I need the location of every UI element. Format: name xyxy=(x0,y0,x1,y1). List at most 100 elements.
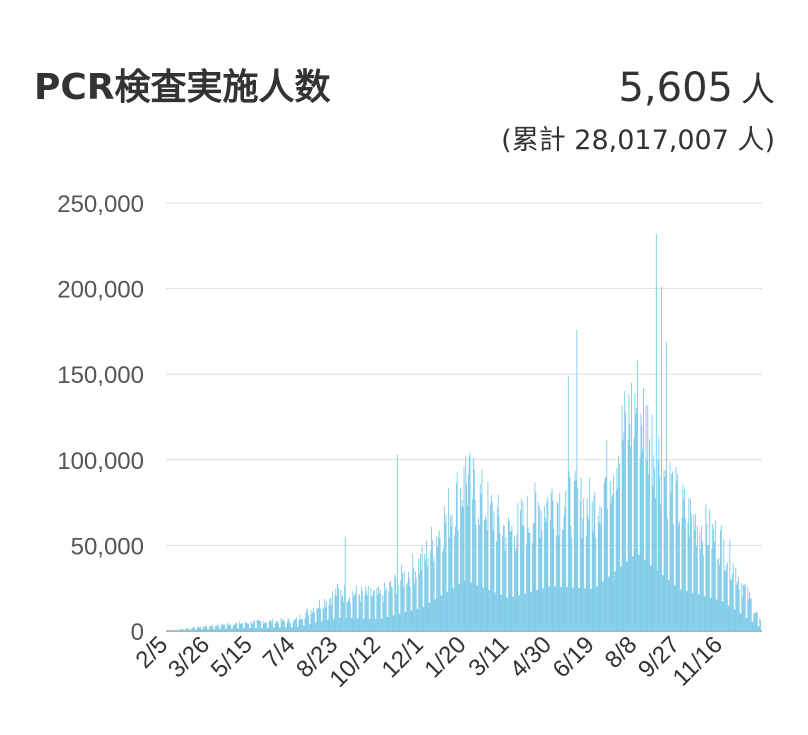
y-tick-label: 200,000 xyxy=(57,277,144,304)
bar xyxy=(645,404,647,631)
bar xyxy=(445,514,447,631)
bar xyxy=(722,601,724,631)
bar xyxy=(552,500,554,631)
bar xyxy=(518,595,520,631)
x-tick-label: 12/1 xyxy=(377,631,429,683)
y-tick-label: 0 xyxy=(131,619,144,646)
bar xyxy=(544,517,546,631)
bar xyxy=(625,561,627,631)
bar xyxy=(284,627,286,631)
bar xyxy=(273,627,275,631)
bar xyxy=(598,523,600,631)
bar xyxy=(362,618,364,631)
bar xyxy=(602,581,603,631)
bar xyxy=(272,627,274,631)
bar xyxy=(620,566,622,631)
bar xyxy=(408,571,409,631)
bar xyxy=(224,624,226,631)
bar xyxy=(498,516,500,631)
bar xyxy=(467,474,469,631)
bar xyxy=(537,589,538,631)
bar xyxy=(205,624,207,631)
bar xyxy=(708,509,710,631)
bar xyxy=(742,596,744,631)
bar xyxy=(231,628,232,631)
bar xyxy=(462,507,464,631)
y-tick-label: 150,000 xyxy=(57,362,144,389)
bar xyxy=(325,601,327,631)
bar xyxy=(673,584,675,631)
bar xyxy=(700,548,702,631)
bar xyxy=(511,525,513,631)
bar xyxy=(397,584,399,631)
bar xyxy=(512,596,514,631)
bar xyxy=(519,594,521,631)
bar xyxy=(327,619,329,631)
bar xyxy=(235,622,237,631)
bar xyxy=(251,623,253,631)
bar xyxy=(357,618,359,631)
bar xyxy=(570,526,572,631)
bar xyxy=(255,627,257,631)
bar xyxy=(398,613,400,631)
bar xyxy=(619,566,621,631)
bar xyxy=(280,618,282,631)
bar xyxy=(279,627,281,631)
bar xyxy=(542,588,544,631)
bar xyxy=(354,596,356,631)
bar xyxy=(576,329,578,631)
bar xyxy=(431,526,432,631)
y-axis-ticks: 0 50,000 100,000 150,000 200,000 250,000 xyxy=(57,191,144,646)
bar xyxy=(191,628,193,631)
bar xyxy=(677,474,679,631)
bar xyxy=(626,561,628,631)
bar xyxy=(367,585,369,631)
bar xyxy=(359,595,361,631)
bar xyxy=(217,623,219,631)
bar xyxy=(234,623,236,631)
bar xyxy=(705,503,707,631)
bar xyxy=(287,619,289,631)
bar xyxy=(674,585,676,631)
bar xyxy=(319,608,321,631)
bar xyxy=(294,619,296,631)
current-count: 5,605 人 xyxy=(618,62,775,111)
bar xyxy=(719,564,721,631)
bar xyxy=(514,535,515,631)
bar xyxy=(378,593,380,631)
bar xyxy=(695,513,697,631)
bar xyxy=(649,439,650,631)
bar xyxy=(326,620,328,631)
bar xyxy=(653,455,655,631)
bar xyxy=(219,628,221,631)
bar xyxy=(538,506,540,631)
bar xyxy=(719,530,721,631)
bar xyxy=(590,588,591,631)
bar xyxy=(496,508,498,631)
bar xyxy=(421,546,423,631)
bar xyxy=(745,617,747,631)
bar xyxy=(437,546,438,631)
bar xyxy=(255,627,256,631)
bar xyxy=(436,536,438,631)
chart-bars xyxy=(167,233,762,631)
bar xyxy=(218,625,220,631)
bar xyxy=(522,501,524,631)
bar xyxy=(188,628,190,631)
bar xyxy=(588,520,590,631)
bar xyxy=(469,452,471,631)
bar xyxy=(516,534,518,631)
bar xyxy=(593,496,595,631)
bar xyxy=(232,625,234,631)
bar xyxy=(614,571,615,631)
bar xyxy=(385,587,387,631)
bar xyxy=(539,537,541,631)
bar xyxy=(349,597,350,631)
bar xyxy=(648,474,650,631)
bar xyxy=(301,619,303,631)
bar xyxy=(682,484,684,631)
bar xyxy=(289,621,291,631)
bar xyxy=(432,561,434,631)
bar xyxy=(623,432,625,631)
bar xyxy=(561,529,563,631)
